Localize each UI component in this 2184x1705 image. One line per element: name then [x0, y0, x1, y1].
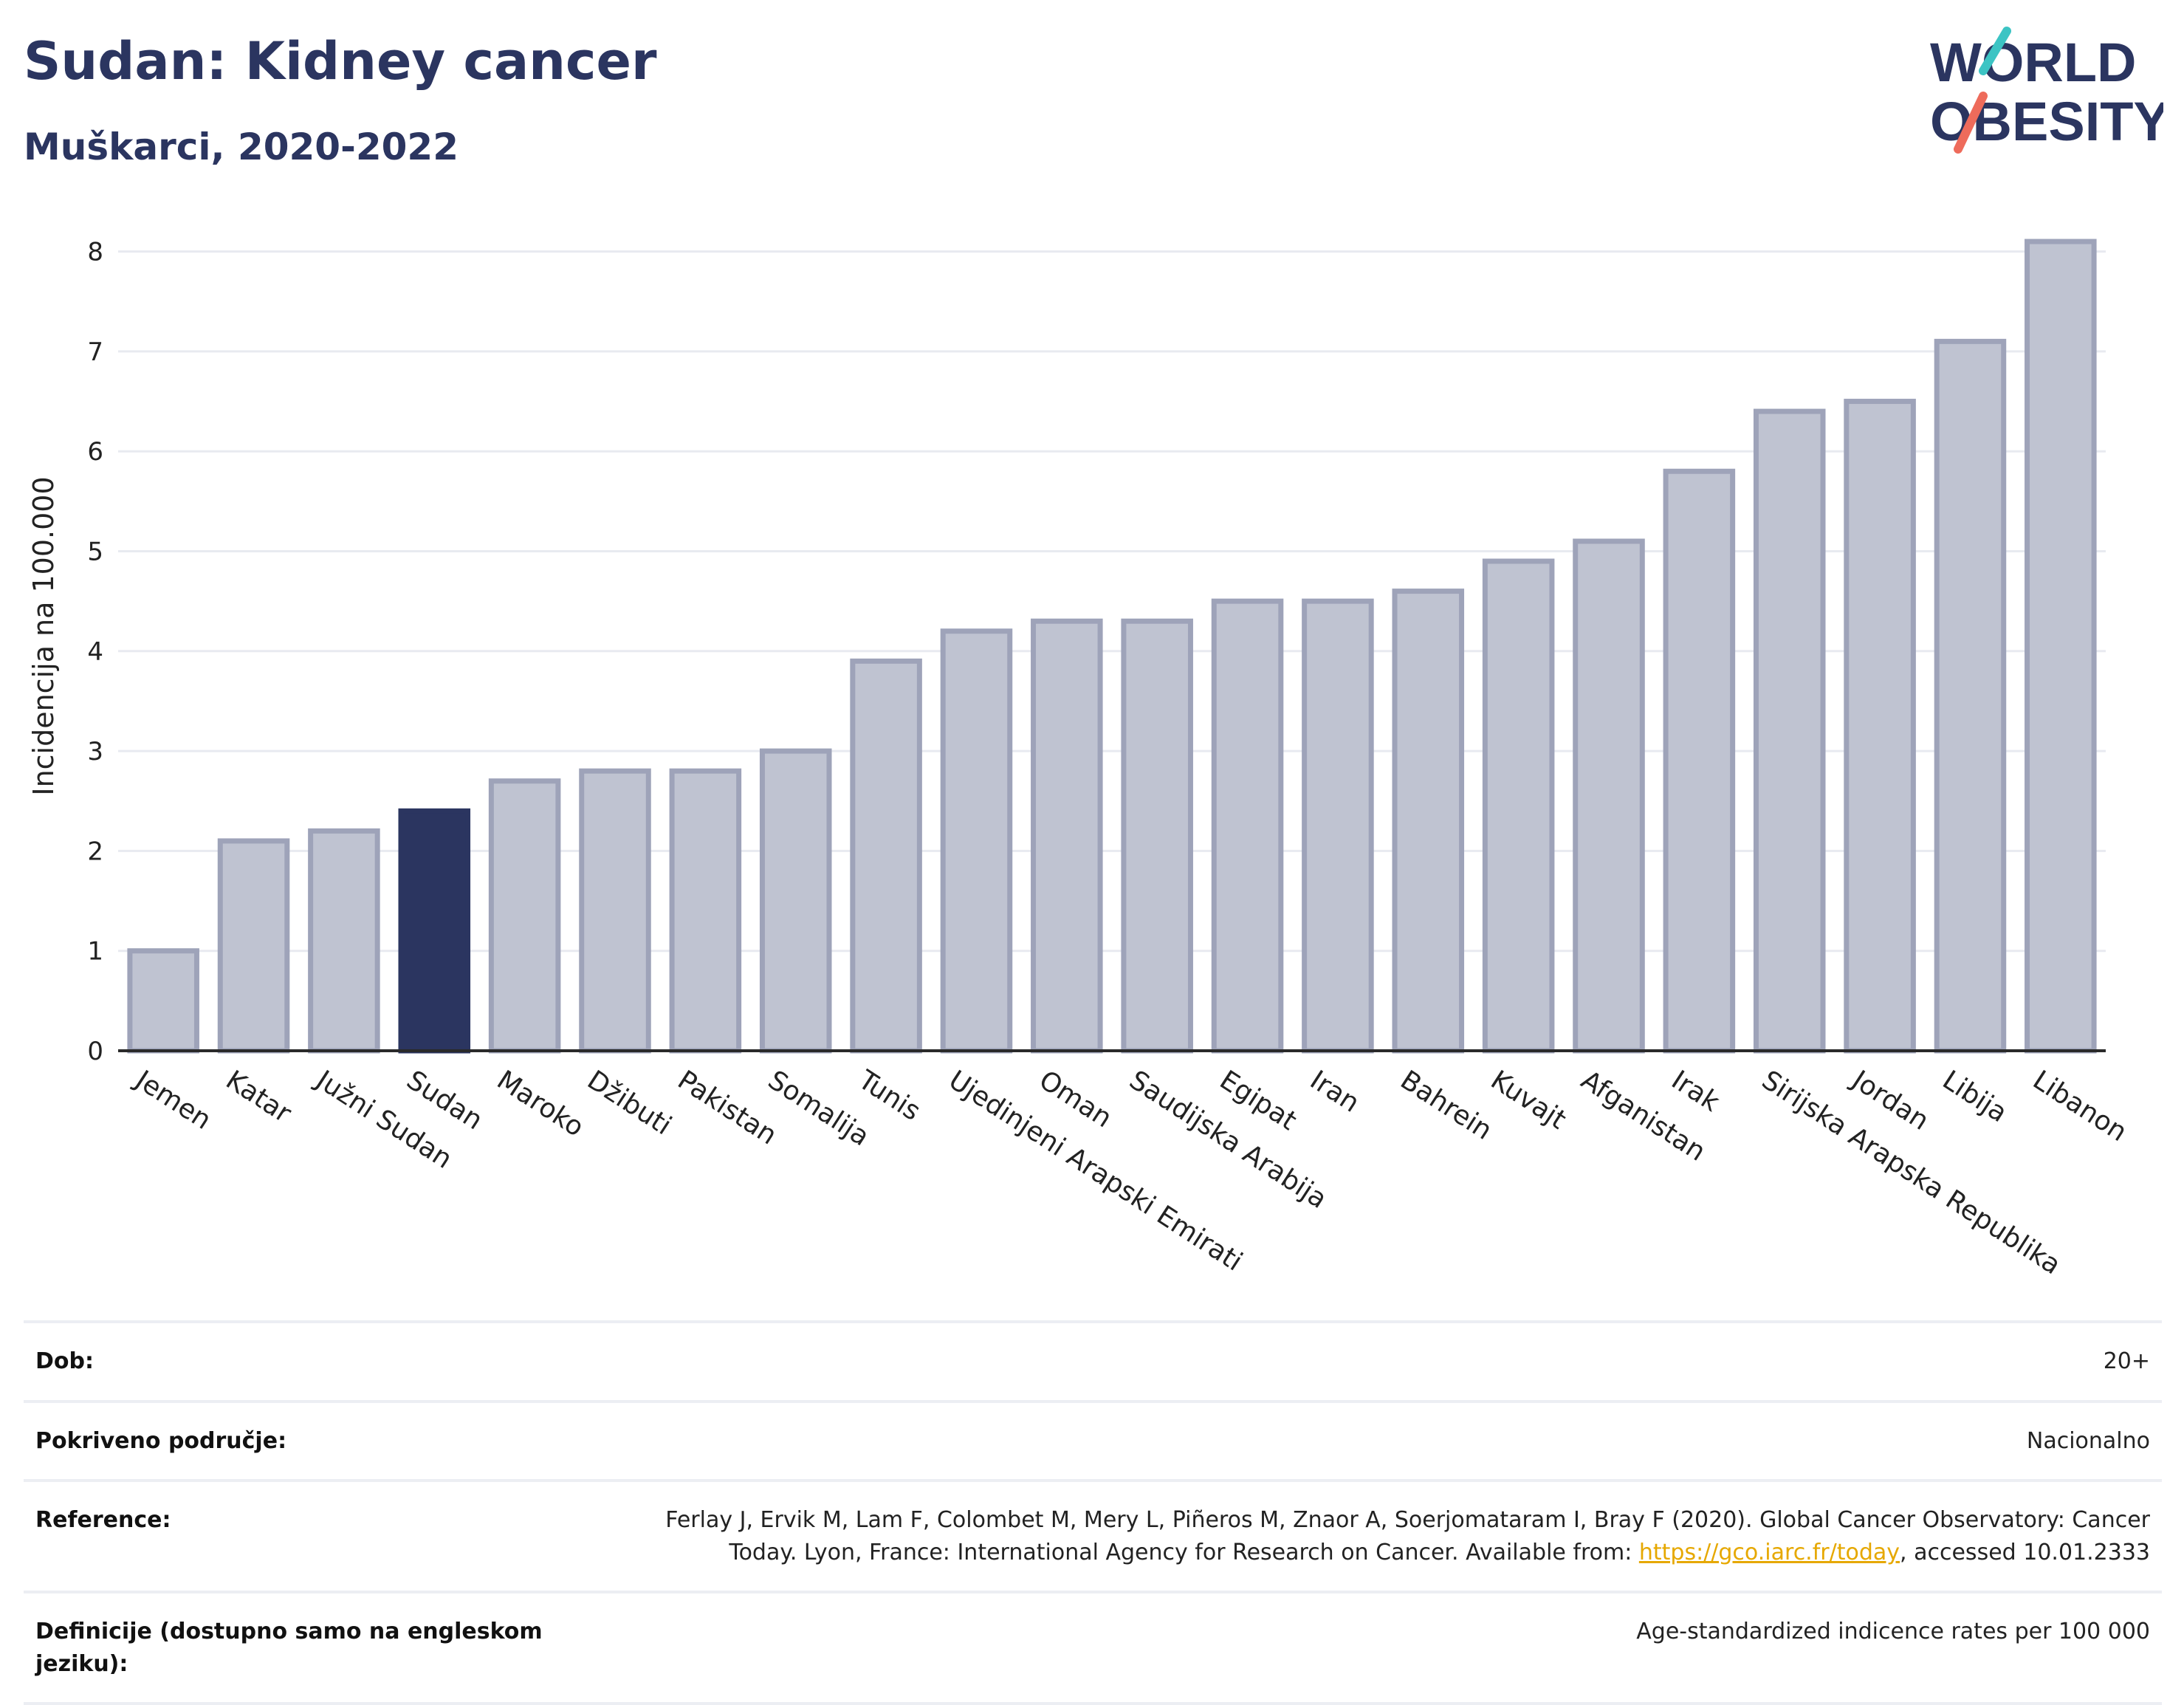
y-tick-label: 6	[87, 437, 103, 467]
world-obesity-logo: WORLD OBESITY	[1930, 27, 2163, 154]
bar[interactable]	[1392, 589, 1465, 1054]
meta-label-age: Dob:	[35, 1348, 94, 1374]
meta-row-reference: Reference: Ferlay J, Ervik M, Lam F, Col…	[24, 1479, 2162, 1591]
x-tick-label: Pakistan	[672, 1065, 782, 1150]
meta-value-coverage: Nacionalno	[2026, 1427, 2150, 1454]
x-tick-label: Iran	[1305, 1065, 1364, 1119]
bar[interactable]	[940, 628, 1013, 1054]
bar[interactable]	[127, 948, 199, 1054]
x-tick-label: Tunis	[852, 1065, 925, 1127]
bar[interactable]	[2025, 239, 2097, 1054]
y-tick-label: 3	[87, 737, 103, 766]
logo-stroke-teal	[1979, 27, 2011, 75]
meta-label-coverage: Pokriveno područje:	[35, 1427, 287, 1454]
x-tick-label: Jemen	[129, 1064, 217, 1136]
y-tick-label: 1	[87, 937, 103, 967]
bar[interactable]	[1753, 408, 1826, 1054]
bar[interactable]	[759, 748, 832, 1054]
bar[interactable]	[488, 778, 561, 1054]
y-tick-label: 4	[87, 637, 103, 667]
x-tick-label: Katar	[221, 1065, 297, 1129]
y-tick-label: 2	[87, 837, 103, 866]
bar[interactable]	[308, 828, 380, 1054]
bar[interactable]	[398, 808, 471, 1054]
meta-row-definitions: Definicije (dostupno samo na engleskom j…	[24, 1591, 2162, 1705]
meta-value-definitions: Age-standardized indicence rates per 100…	[1636, 1619, 2150, 1644]
x-tick-label: Džibuti	[582, 1065, 676, 1141]
page-subtitle: Muškarci, 2020-2022	[24, 126, 459, 168]
x-tick-label: Irak	[1666, 1065, 1725, 1118]
x-tick-label: Kuvajt	[1486, 1065, 1571, 1135]
bar[interactable]	[1573, 538, 1645, 1054]
bar[interactable]	[217, 838, 290, 1054]
y-axis-label: Incidencija na 100.000	[27, 476, 60, 795]
x-tick-label: Libanon	[2027, 1065, 2132, 1147]
bar[interactable]	[1031, 618, 1103, 1054]
y-tick-label: 7	[87, 337, 103, 367]
y-tick-label: 8	[87, 238, 103, 267]
meta-value-age: 20+	[2103, 1348, 2150, 1374]
bar[interactable]	[1663, 468, 1736, 1054]
bar[interactable]	[1211, 598, 1284, 1054]
bar[interactable]	[1302, 598, 1374, 1054]
metadata-table: Dob: 20+ Pokriveno područje: Nacionalno …	[24, 1320, 2162, 1705]
logo-stroke-coral	[1954, 92, 1988, 154]
bar[interactable]	[1121, 618, 1193, 1054]
y-tick-label: 5	[87, 537, 103, 566]
reference-link[interactable]: https://gco.iarc.fr/today	[1638, 1539, 1900, 1565]
logo-text-world: WORLD	[1930, 32, 2137, 93]
bar[interactable]	[1934, 338, 2007, 1054]
bar[interactable]	[850, 658, 922, 1054]
x-tick-label: Maroko	[492, 1065, 589, 1143]
bar[interactable]	[1482, 558, 1555, 1054]
bar[interactable]	[669, 768, 742, 1054]
reference-line-2-post: , accessed 10.01.2333	[1900, 1539, 2150, 1565]
meta-row-age: Dob: 20+	[24, 1320, 2162, 1400]
bar[interactable]	[579, 768, 651, 1054]
x-tick-label: Bahrein	[1395, 1065, 1497, 1146]
meta-row-coverage: Pokriveno područje: Nacionalno	[24, 1399, 2162, 1480]
reference-line-2-pre: Today. Lyon, France: International Agenc…	[729, 1539, 1639, 1565]
meta-label-reference: Reference:	[35, 1507, 171, 1533]
y-tick-label: 0	[87, 1037, 103, 1066]
page-title: Sudan: Kidney cancer	[24, 31, 657, 92]
x-tick-label: Somalija	[763, 1065, 875, 1152]
meta-label-definitions: Definicije (dostupno samo na engleskom j…	[35, 1619, 543, 1677]
bar[interactable]	[1844, 399, 1916, 1054]
bar-chart: 0 1 2 3 4 5 6 7 8 Incidencija na 100.000 Jemen Kata…	[27, 238, 2132, 1281]
meta-value-reference: Ferlay J, Ervik M, Lam F, Colombet M, Me…	[665, 1504, 2150, 1568]
x-tick-label: Libija	[1937, 1065, 2013, 1128]
reference-line-1: Ferlay J, Ervik M, Lam F, Colombet M, Me…	[665, 1507, 2150, 1533]
